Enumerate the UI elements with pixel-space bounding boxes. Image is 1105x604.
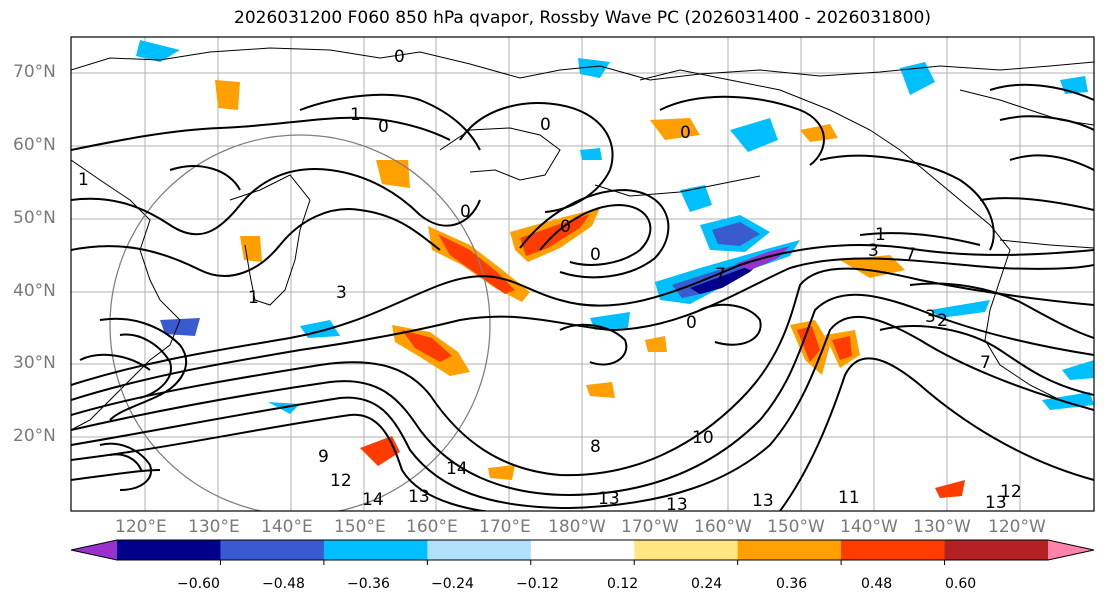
contour-label-layer: 0 0 0 1 0 1 1 3 0 0 0 0 1 3 3 7 8 9 12 1… [78,47,1022,515]
lon-label: 170°E [479,517,531,537]
contour-label: 1 [78,170,89,190]
lon-label: 150°W [767,517,825,537]
contour-label: 3 [868,241,879,261]
colorbar-outline [70,539,1095,561]
contour-label: 0 [540,115,551,135]
contour-label: 2 [937,311,948,331]
contour-label: 11 [838,488,860,508]
contour-label: 0 [394,47,405,67]
lat-label: 20°N [13,426,56,446]
lat-label: 70°N [13,62,56,82]
contour-label: 3 [925,307,936,327]
lon-label: 160°W [694,517,752,537]
contour-label: 0 [680,123,691,143]
contour-label: 13 [408,487,430,507]
lon-label: 120°E [115,517,167,537]
colorbar-cell [530,540,635,560]
contour-label: 0 [590,245,601,265]
colorbar-tick-label: 0.48 [861,576,893,592]
colorbar-cell [117,540,221,560]
colorbar-cell [634,540,739,560]
lon-label: 140°E [261,517,313,537]
colorbar [70,539,1095,565]
lat-label: 30°N [13,353,56,373]
colorbar-tick-label: 0.60 [945,576,977,592]
contour-label: 13 [666,495,688,515]
contour-label: 0 [378,117,389,137]
lon-label: 170°W [621,517,679,537]
lon-label: 140°W [840,517,898,537]
colorbar-tick-label: −0.24 [431,576,474,592]
lon-label: 160°E [406,517,458,537]
colorbar-tick-label: −0.36 [347,576,390,592]
contour-label: 9 [318,447,329,467]
projection-circle [109,134,491,511]
lat-label: 60°N [13,135,56,155]
colorbar-tick-label: 0.36 [776,576,808,592]
colorbar-cell [841,540,946,560]
contour-label: 7 [715,265,726,285]
lon-label: 180°W [548,517,606,537]
colorbar-cell [427,540,532,560]
colorbar-tick-label: −0.60 [177,576,220,592]
contour-label: 1 [248,288,259,308]
contour-label: 14 [362,490,384,510]
contour-label: 14 [446,459,468,479]
contour-label: 13 [752,491,774,511]
lon-label: 150°E [334,517,386,537]
contour-label: 0 [560,217,571,237]
lon-label: 130°E [188,517,240,537]
contour-label: 0 [460,202,471,222]
map-frame [70,36,1095,512]
contour-label: 8 [590,437,601,457]
colorbar-extend-right [1048,540,1094,560]
colorbar-cell [220,540,325,560]
lat-label: 40°N [13,281,56,301]
colorbar-tick-label: 0.12 [607,576,639,592]
contour-label: 13 [985,493,1007,513]
map-title: 2026031200 F060 850 hPa qvapor, Rossby W… [234,8,931,28]
lat-label: 50°N [13,208,56,228]
coastlines [71,47,1094,431]
contour-label: 13 [598,489,620,509]
lon-label: 120°W [988,517,1046,537]
colorbar-tick-label: −0.48 [262,576,305,592]
contour-label: 1 [350,105,361,125]
colorbar-cell [944,540,1049,560]
contour-label: 1 [875,225,886,245]
colorbar-tick-label: 0.24 [691,576,723,592]
colorbar-cell [323,540,428,560]
contour-label: 3 [336,283,347,303]
contour-label: 0 [686,313,697,333]
lon-label: 130°W [913,517,971,537]
contour-label: 7 [905,245,916,265]
contour-label: 7 [980,353,991,373]
colorbar-cell [737,540,842,560]
contour-label: 12 [1000,482,1022,502]
colorbar-tick-label: −0.12 [516,576,559,592]
contour-label: 12 [330,471,352,491]
contour-label: 10 [692,428,714,448]
colorbar-extend-left [71,540,117,560]
contour-lines [71,83,1094,511]
